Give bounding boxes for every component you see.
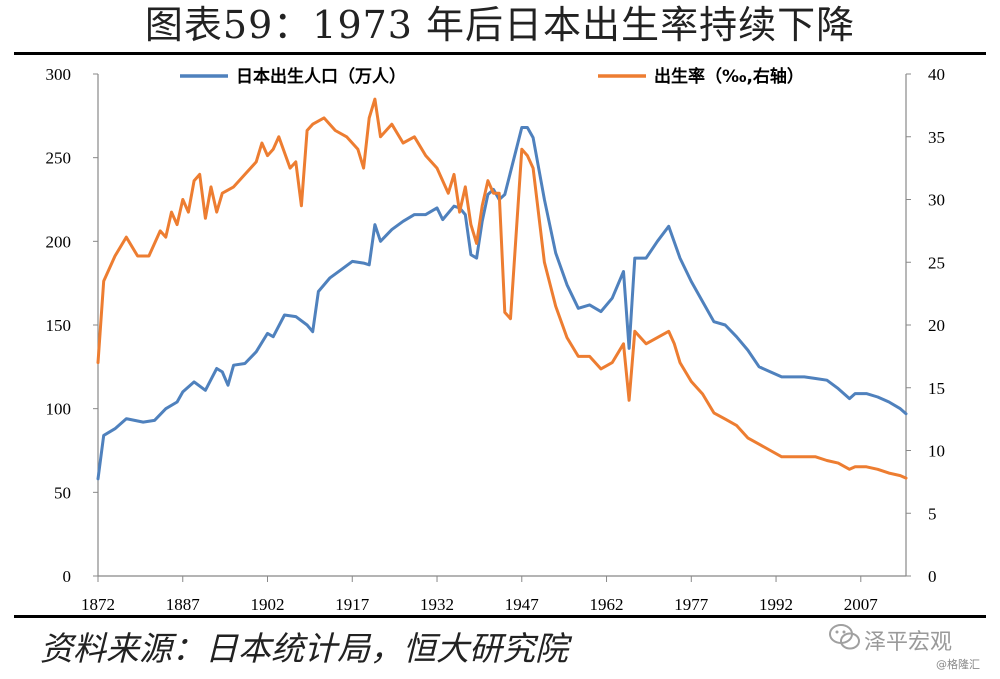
right-tick-label: 20 [928, 316, 945, 335]
left-tick-label: 0 [63, 567, 72, 586]
left-tick-label: 50 [54, 483, 71, 502]
series-line-births [96, 126, 908, 481]
wechat-icon [829, 624, 860, 650]
right-tick-label: 5 [928, 504, 937, 523]
x-tick-label: 1887 [166, 595, 201, 614]
right-tick-label: 25 [928, 253, 945, 272]
x-tick-label: 2007 [844, 595, 879, 614]
x-tick-label: 1962 [590, 595, 624, 614]
bottom-rule [14, 615, 986, 618]
right-tick-label: 10 [928, 442, 945, 461]
x-tick-label: 1902 [251, 595, 285, 614]
watermark: 泽平宏观 [864, 630, 953, 655]
right-tick-label: 35 [928, 128, 945, 147]
series-layer [96, 97, 908, 481]
watermark-small: @格隆汇 [936, 658, 980, 671]
axes: 0 50 100 150 200 250 300 0 5 10 15 20 25 30 35 40 1872 18… [46, 65, 946, 614]
left-tick-label: 200 [46, 232, 72, 251]
x-tick-label: 1992 [759, 595, 793, 614]
x-tick-label: 1917 [335, 595, 370, 614]
top-rule [14, 52, 986, 55]
page-title: 图表59：1973 年后日本出生率持续下降 [144, 3, 856, 47]
right-tick-label: 0 [928, 567, 937, 586]
right-tick-label: 15 [928, 379, 945, 398]
left-tick-label: 300 [46, 65, 72, 84]
legend-label: 日本出生人口（万人） [236, 66, 406, 87]
left-tick-label: 250 [46, 149, 72, 168]
right-tick-label: 40 [928, 65, 945, 84]
x-tick-label: 1947 [505, 595, 540, 614]
left-tick-label: 150 [46, 316, 72, 335]
x-tick-label: 1872 [81, 595, 115, 614]
right-tick-label: 30 [928, 191, 945, 210]
x-tick-label: 1977 [674, 595, 709, 614]
legend-label: 出生率（‰,右轴） [654, 66, 804, 87]
series-line-birth-rate [96, 97, 908, 480]
left-tick-label: 100 [46, 400, 72, 419]
source-note: 资料来源：日本统计局，恒大研究院 [40, 629, 568, 668]
legend: 日本出生人口（万人） 出生率（‰,右轴） [180, 66, 804, 87]
x-tick-label: 1932 [420, 595, 454, 614]
